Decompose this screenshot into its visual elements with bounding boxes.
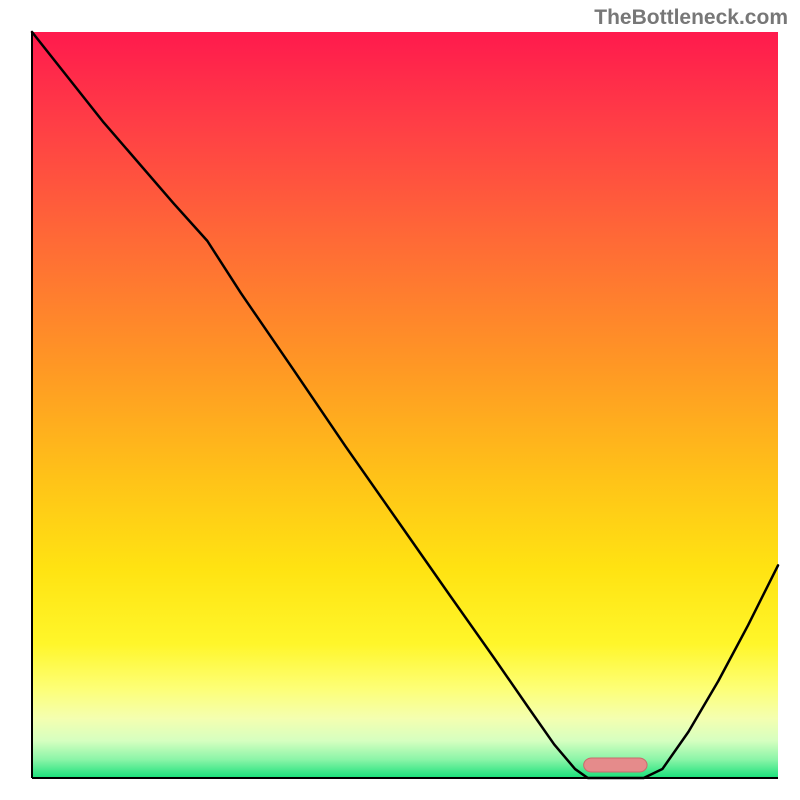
bottleneck-chart (0, 0, 800, 800)
gradient-background (32, 32, 778, 778)
chart-svg (0, 0, 800, 800)
optimal-range-marker (584, 758, 647, 772)
watermark-text: TheBottleneck.com (594, 6, 788, 30)
